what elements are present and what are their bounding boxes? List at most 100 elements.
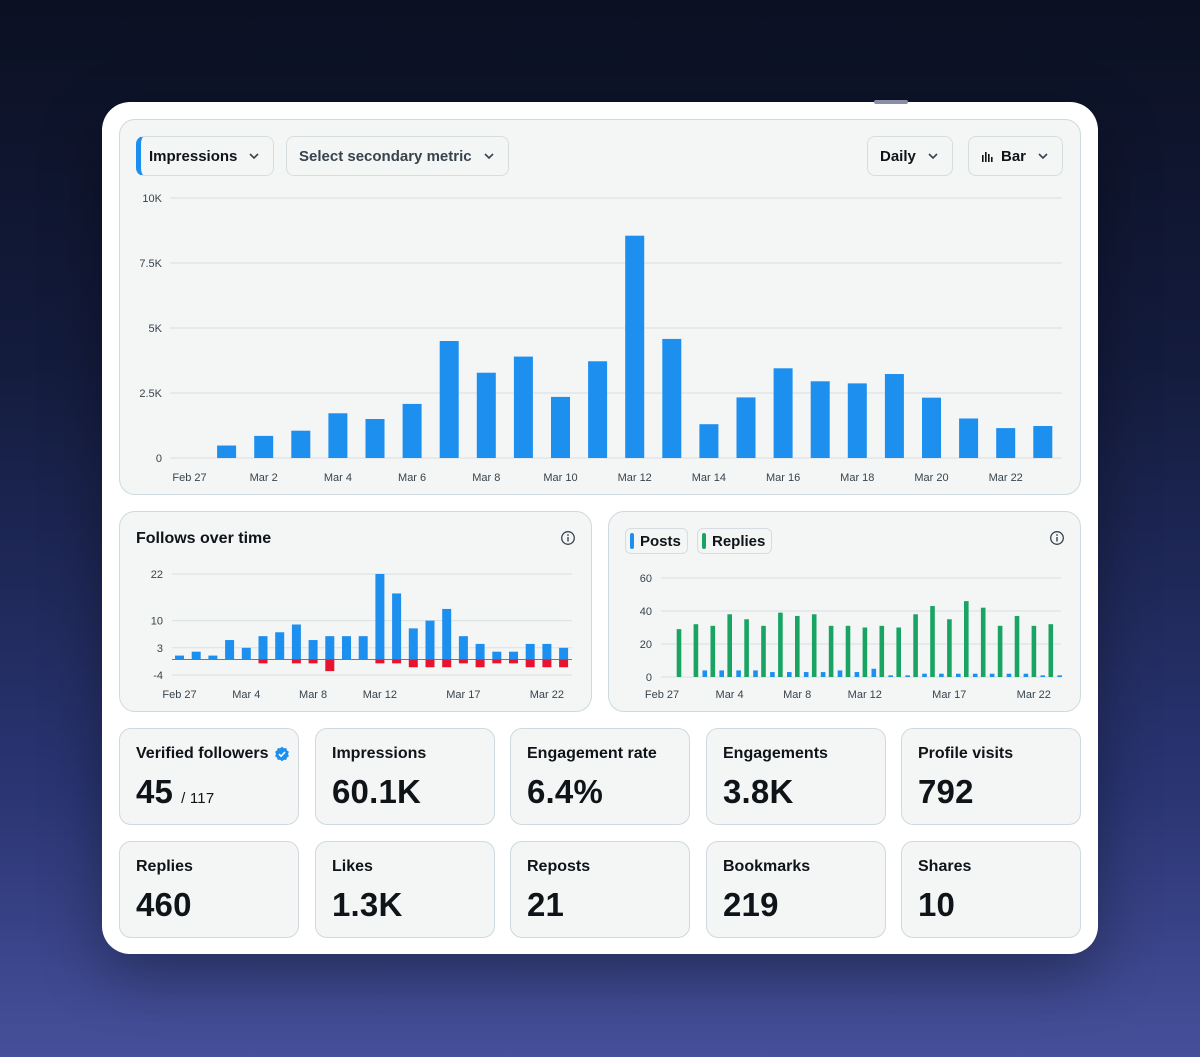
posts-bar (922, 673, 927, 677)
x-tick-label: Mar 14 (692, 472, 726, 484)
unfollows-bar (542, 659, 552, 668)
replies-bar (980, 607, 986, 677)
replies-bar (930, 606, 935, 677)
stat-likes[interactable]: Likes 1.3K (315, 841, 495, 938)
unfollows-bar (559, 659, 569, 668)
replies-bar (693, 624, 699, 677)
x-tick-label: Feb 27 (162, 689, 196, 701)
stat-value: 3.8K (723, 773, 794, 810)
impressions-bar (662, 338, 682, 458)
follows-bar (408, 628, 418, 660)
stat-value: 219 (723, 886, 779, 923)
posts-bar (888, 675, 893, 677)
x-tick-label: Feb 27 (645, 689, 679, 701)
stat-label: Bookmarks (723, 858, 811, 875)
follows-bar (492, 651, 502, 660)
posts-bar (753, 670, 758, 677)
stat-engagement-rate[interactable]: Engagement rate 6.4% (510, 728, 690, 825)
unfollows-bar (408, 659, 418, 668)
stat-label: Replies (136, 858, 193, 875)
stat-label: Impressions (332, 745, 427, 762)
stat-verified-followers[interactable]: Verified followers 45 / 117 (119, 728, 299, 825)
info-icon[interactable] (1049, 530, 1065, 546)
posts-bar (972, 673, 978, 677)
chevron-down-icon (484, 153, 494, 160)
stat-shares[interactable]: Shares 10 (901, 841, 1081, 938)
interval-dropdown[interactable]: Daily (867, 136, 953, 176)
impressions-bar (328, 413, 348, 458)
stat-label: Shares (918, 858, 972, 875)
x-tick-label: Mar 17 (932, 689, 966, 701)
legend-replies-label: Replies (712, 532, 766, 550)
stat-value: 792 (918, 773, 974, 810)
follows-bar (375, 574, 385, 660)
x-tick-label: Mar 17 (446, 689, 480, 701)
follows-bar-chart: -4 3 10 22 Feb 27 Mar 4 Mar 8 Mar 12 Mar 17 Mar 2… (151, 569, 572, 701)
follows-bar (308, 640, 318, 660)
stat-value: 460 (136, 886, 192, 923)
replies-bar (676, 629, 682, 677)
impressions-bar (588, 361, 608, 458)
stat-value: 21 (527, 886, 565, 923)
posts-bar (1057, 675, 1062, 677)
dashboard-frame: Impressions Select secondary metric Dail… (102, 100, 1098, 954)
follows-bar (258, 636, 268, 660)
stat-label: Engagements (723, 745, 828, 762)
impressions-bar (217, 445, 237, 458)
follows-bar (542, 643, 552, 660)
replies-bar (947, 619, 952, 677)
follows-bar (392, 593, 402, 660)
replies-bar (879, 625, 885, 677)
replies-bar (761, 625, 766, 677)
secondary-metric-dropdown[interactable]: Select secondary metric (286, 136, 509, 176)
impressions-bar-chart: 0 2.5K 5K 7.5K 10K Feb 27 Mar 2 Mar 4 Mar 6 Mar 8… (139, 193, 1062, 484)
y-tick-label: 10 (151, 616, 163, 628)
replies-bar (744, 619, 749, 677)
replies-bar (727, 614, 732, 677)
impressions-bar (922, 397, 941, 458)
stat-label-text: Verified followers (136, 745, 269, 762)
x-tick-label: Mar 8 (472, 472, 500, 484)
impressions-bar (254, 435, 274, 458)
posts-bar (837, 670, 843, 677)
x-tick-label: Mar 16 (766, 472, 800, 484)
stat-bookmarks[interactable]: Bookmarks 219 (706, 841, 886, 938)
stat-reposts[interactable]: Reposts 21 (510, 841, 690, 938)
chart-type-dropdown[interactable]: Bar (968, 136, 1064, 176)
replies-bar (1031, 625, 1037, 677)
impressions-bar (439, 341, 459, 458)
info-icon[interactable] (560, 530, 576, 546)
follows-bar (225, 640, 235, 660)
stat-engagements[interactable]: Engagements 3.8K (706, 728, 886, 825)
chevron-down-icon (928, 153, 938, 160)
follows-bar (442, 608, 452, 660)
unfollows-bar (458, 659, 468, 664)
stat-profile-visits[interactable]: Profile visits 792 (901, 728, 1081, 825)
follows-panel-title: Follows over time (136, 530, 272, 547)
x-tick-label: Mar 20 (914, 472, 948, 484)
y-tick-label: 60 (640, 573, 652, 585)
stat-value: 10 (918, 886, 956, 923)
stat-replies[interactable]: Replies 460 (119, 841, 299, 938)
unfollows-bar (475, 659, 485, 668)
y-tick-label: 0 (156, 453, 162, 465)
impressions-bar (736, 397, 756, 458)
impressions-bar (625, 235, 645, 458)
impressions-bar (959, 418, 979, 458)
y-tick-label: 2.5K (139, 388, 162, 400)
stat-value: 6.4% (527, 773, 604, 810)
replies-bar (997, 625, 1003, 677)
stat-label: Likes (332, 858, 373, 875)
replies-bar (913, 614, 918, 677)
x-tick-label: Mar 22 (989, 472, 1023, 484)
legend-posts[interactable]: Posts (625, 528, 688, 554)
posts-swatch (630, 533, 634, 549)
stat-impressions[interactable]: Impressions 60.1K (315, 728, 495, 825)
primary-metric-dropdown[interactable]: Impressions (136, 136, 275, 176)
unfollows-bar (291, 659, 301, 664)
activity-panel: Posts Replies 0 20 40 60 Feb 27 Mar 4 Mar 8 Mar… (608, 511, 1081, 712)
stat-value: 60.1K (332, 773, 422, 810)
replies-bar (710, 625, 716, 677)
follows-bar (358, 636, 368, 660)
legend-replies[interactable]: Replies (697, 528, 773, 554)
